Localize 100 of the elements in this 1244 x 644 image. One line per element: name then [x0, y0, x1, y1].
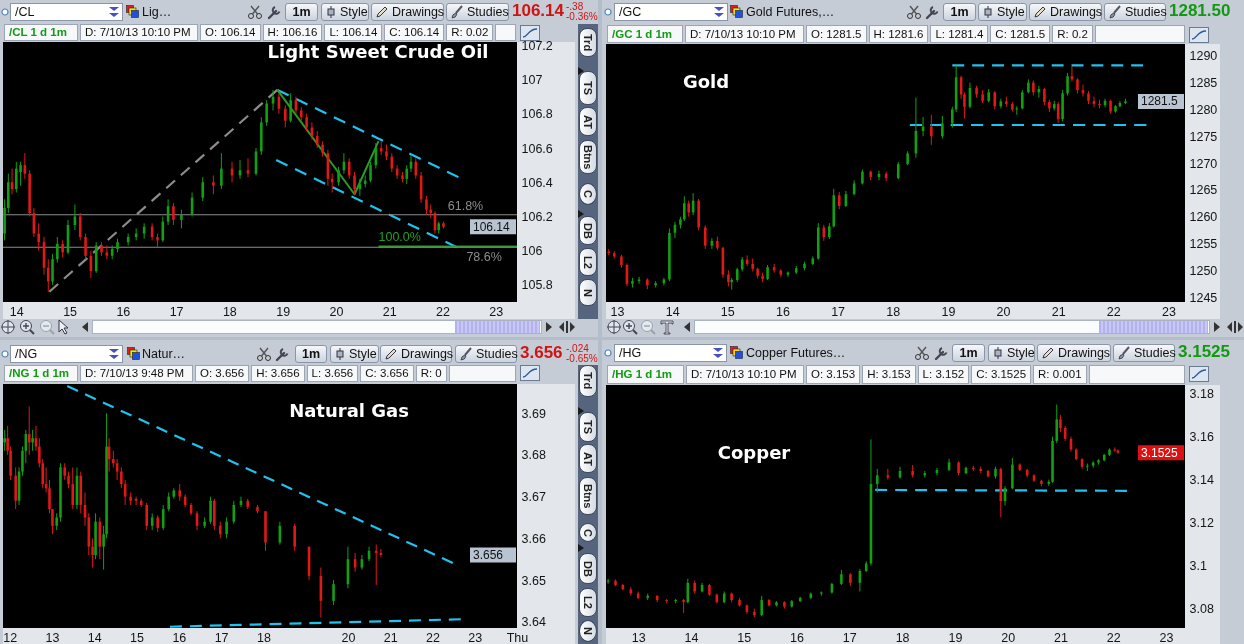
button: Drawings — [1037, 344, 1111, 362]
x-tick-label: 21 — [383, 630, 398, 644]
candlestick — [167, 491, 170, 512]
candlestick — [941, 115, 944, 139]
text: R: 0.02 — [446, 24, 494, 41]
text: R: 0 — [415, 365, 447, 382]
x-tick-label: 22 — [1106, 304, 1121, 319]
text: L: 3.152 — [917, 365, 970, 384]
candlestick — [353, 171, 356, 195]
x-tick-label: 20 — [341, 630, 356, 644]
x-tick-label: 23 — [1162, 304, 1176, 319]
candlestick — [51, 253, 54, 286]
candlestick — [265, 99, 268, 127]
candlestick — [120, 466, 123, 489]
y-tick-label: 106.4 — [521, 175, 553, 190]
y-tick-label: 3.64 — [521, 615, 546, 630]
button: Studies — [446, 3, 509, 21]
text: Natur… — [142, 346, 186, 363]
button: 1m — [952, 344, 985, 362]
text: H: 106.16 — [262, 24, 323, 41]
x-tick-label: 14 — [9, 304, 24, 319]
button: Studies — [1104, 3, 1166, 21]
candlestick — [145, 502, 149, 531]
text: D: 7/10/13 10:10 PM — [80, 24, 198, 41]
candlestick — [414, 157, 418, 180]
button: Studies — [1113, 344, 1175, 362]
y-tick-label: 3.12 — [1189, 516, 1214, 531]
candlestick — [161, 215, 165, 243]
text: Copper Futures… — [746, 345, 846, 362]
y-tick-label: 1270 — [1189, 156, 1218, 171]
x-tick-label: 17 — [831, 304, 846, 319]
x-tick-label: 20 — [329, 304, 344, 319]
x-tick-label: 13 — [45, 630, 60, 644]
button: 1m — [285, 3, 318, 21]
candlestick — [225, 516, 228, 539]
candlestick — [78, 212, 82, 241]
tab: Btns — [579, 477, 597, 515]
text: C: 1281.5 — [990, 25, 1051, 43]
candlestick — [209, 496, 212, 525]
chart-title: Light Sweet Crude Oil — [267, 41, 489, 63]
tab: TS — [579, 412, 597, 442]
x-tick-label: 19 — [941, 304, 956, 319]
button: Drawings — [371, 3, 444, 21]
annotation: 78.6% — [466, 250, 502, 265]
x-tick-label: 15 — [63, 304, 78, 319]
x-tick-label: 15 — [130, 630, 145, 644]
button: 1m — [295, 345, 327, 363]
candlestick — [91, 537, 94, 569]
y-tick-label: 3.16 — [1189, 430, 1214, 445]
text: -0.65% — [566, 353, 598, 364]
candlestick — [703, 224, 707, 250]
annotation: 61.8% — [447, 198, 484, 213]
x-tick-label: 12 — [3, 630, 18, 644]
text: O: 1281.5 — [806, 25, 867, 43]
y-tick-label: 1260 — [1189, 210, 1218, 225]
y-tick-label: 106.2 — [521, 209, 553, 224]
text: R: 0.001 — [1033, 365, 1087, 384]
text: Lig… — [142, 4, 172, 21]
tab: Trd — [579, 28, 597, 57]
x-tick-label: 18 — [886, 304, 901, 319]
y-tick-label: 107 — [521, 73, 543, 88]
x-tick-label: 19 — [276, 304, 291, 319]
candlestick — [951, 106, 954, 129]
annotation: 3.656 — [473, 548, 504, 563]
y-tick-label: 3.14 — [1189, 473, 1214, 488]
annotation: 3.1525 — [1141, 445, 1179, 460]
candlestick — [84, 233, 87, 260]
x-tick-label: 16 — [116, 304, 131, 319]
x-tick-label: 14 — [684, 630, 699, 644]
candlestick — [760, 595, 763, 617]
text: L: 1281.4 — [930, 25, 989, 43]
x-tick-label: 17 — [842, 630, 857, 644]
annotation: 106.14 — [473, 219, 511, 234]
y-tick-label: 1280 — [1189, 102, 1218, 117]
x-tick-label: 22 — [1106, 630, 1121, 644]
candlestick — [71, 466, 75, 510]
candlestick — [1021, 89, 1024, 110]
tab: N — [579, 279, 597, 306]
candlestick — [284, 104, 287, 129]
x-tick-label: 13 — [631, 630, 646, 644]
text: H: 3.153 — [862, 365, 916, 384]
tab: AT — [579, 444, 597, 473]
x-tick-label: 23 — [489, 304, 504, 319]
text: 106.14 — [512, 1, 564, 20]
candlestick — [820, 590, 823, 597]
text: O: 3.153 — [806, 365, 861, 384]
text-field: /GC — [614, 3, 728, 21]
candlestick — [1066, 72, 1069, 96]
button: Style — [978, 3, 1027, 21]
y-tick-label: 3.69 — [521, 406, 546, 421]
candlestick — [161, 504, 165, 531]
candlestick — [212, 174, 215, 195]
x-tick-label: 17 — [169, 304, 184, 319]
x-tick-label: 14 — [665, 304, 680, 319]
button: Style — [988, 344, 1035, 362]
candlestick — [1011, 457, 1014, 490]
candlestick — [637, 276, 641, 285]
text: -.38 — [566, 1, 584, 12]
text: D: 7/10/13 10:10 PM — [685, 25, 804, 43]
x-tick-label: Thu — [506, 630, 529, 644]
